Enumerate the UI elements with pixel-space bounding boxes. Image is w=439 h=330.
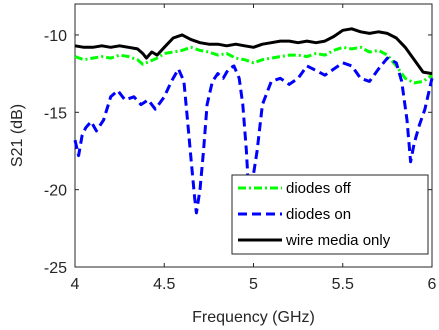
y-axis-label: S21 (dB) <box>9 104 26 167</box>
x-axis-label: Frequency (GHz) <box>192 309 315 326</box>
series-line-diodes-off <box>74 45 433 85</box>
legend-label: wire media only <box>285 232 391 249</box>
y-tick-label: -10 <box>44 28 67 45</box>
legend: diodes off diodes on wire media only <box>231 174 429 255</box>
y-tick-label: -20 <box>44 183 67 200</box>
y-tick-label: -15 <box>44 105 67 122</box>
x-tick-label: 4 <box>71 276 80 293</box>
x-tick-label: 4.5 <box>153 276 175 293</box>
ticks-layer: 4 4.5 5 5.5 6 -10 -15 -20 -25 <box>44 4 437 293</box>
y-tick-label: -25 <box>44 260 67 277</box>
x-tick-label: 5.5 <box>332 276 354 293</box>
legend-label: diodes off <box>286 180 352 197</box>
x-tick-label: 6 <box>428 276 437 293</box>
series-line-wire-media-only <box>74 27 433 76</box>
legend-label: diodes on <box>286 206 351 223</box>
x-tick-label: 5 <box>249 276 258 293</box>
series-line-diodes-on <box>73 56 434 215</box>
series-layer <box>73 27 434 215</box>
